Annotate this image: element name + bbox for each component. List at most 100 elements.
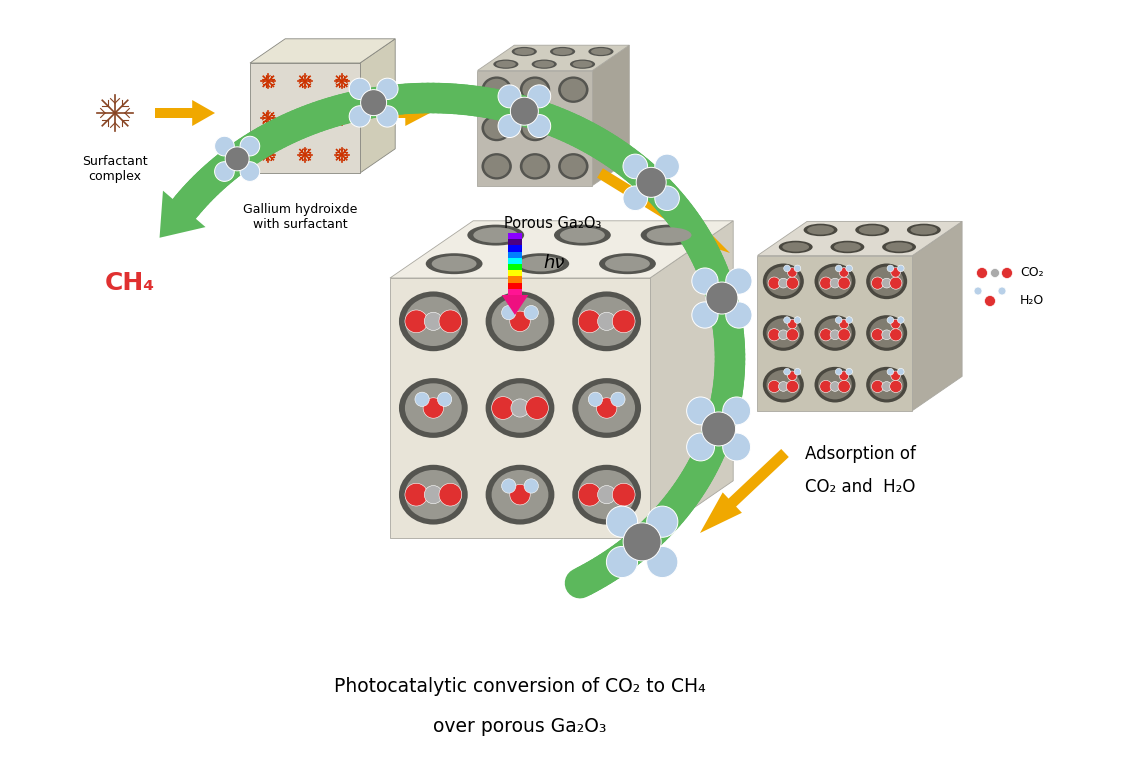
Circle shape — [887, 369, 893, 375]
Ellipse shape — [870, 266, 903, 296]
Polygon shape — [360, 39, 395, 173]
Ellipse shape — [484, 117, 510, 139]
Ellipse shape — [552, 48, 573, 55]
Circle shape — [349, 106, 371, 127]
Ellipse shape — [522, 117, 548, 139]
Circle shape — [784, 316, 790, 323]
Circle shape — [612, 310, 635, 333]
Circle shape — [525, 478, 538, 493]
Circle shape — [491, 396, 514, 419]
Polygon shape — [650, 221, 734, 538]
Ellipse shape — [494, 60, 519, 69]
Ellipse shape — [641, 224, 698, 246]
Circle shape — [654, 154, 680, 179]
Circle shape — [687, 433, 714, 461]
Ellipse shape — [605, 256, 650, 271]
Polygon shape — [478, 71, 592, 186]
Ellipse shape — [486, 291, 554, 351]
Ellipse shape — [819, 318, 852, 348]
Ellipse shape — [400, 465, 467, 525]
Polygon shape — [913, 221, 962, 411]
Polygon shape — [758, 221, 962, 256]
Circle shape — [778, 278, 789, 288]
Ellipse shape — [481, 77, 512, 103]
Circle shape — [225, 147, 249, 170]
Ellipse shape — [886, 243, 913, 252]
Circle shape — [985, 296, 995, 306]
Text: Photocatalytic conversion of CO₂ to CH₄: Photocatalytic conversion of CO₂ to CH₄ — [334, 677, 706, 696]
Circle shape — [786, 329, 799, 341]
Circle shape — [991, 269, 1000, 277]
Ellipse shape — [830, 240, 864, 253]
Ellipse shape — [400, 291, 467, 351]
Ellipse shape — [589, 47, 613, 56]
Ellipse shape — [560, 155, 585, 177]
Ellipse shape — [405, 470, 461, 519]
Ellipse shape — [762, 315, 804, 351]
Ellipse shape — [558, 114, 589, 141]
Circle shape — [794, 316, 801, 323]
Circle shape — [623, 523, 661, 561]
Ellipse shape — [520, 153, 550, 180]
Ellipse shape — [814, 367, 855, 402]
Circle shape — [890, 329, 902, 341]
Ellipse shape — [591, 48, 611, 55]
Ellipse shape — [910, 225, 937, 234]
Polygon shape — [509, 264, 522, 270]
Polygon shape — [700, 449, 789, 533]
Ellipse shape — [491, 470, 549, 519]
Circle shape — [898, 316, 905, 323]
Circle shape — [838, 380, 851, 392]
Circle shape — [768, 329, 781, 341]
Circle shape — [726, 268, 752, 294]
Text: Gallium hydroixde
with surfactant: Gallium hydroixde with surfactant — [243, 203, 357, 231]
Ellipse shape — [512, 253, 569, 274]
Ellipse shape — [762, 263, 804, 300]
Circle shape — [498, 85, 521, 108]
Text: H₂O: H₂O — [1021, 294, 1045, 307]
Polygon shape — [478, 45, 629, 71]
Circle shape — [425, 485, 442, 504]
Polygon shape — [509, 283, 522, 289]
Ellipse shape — [522, 155, 548, 177]
Circle shape — [701, 412, 736, 446]
Circle shape — [510, 311, 530, 332]
Ellipse shape — [560, 227, 605, 243]
Text: CO₂: CO₂ — [1021, 266, 1044, 280]
Circle shape — [606, 506, 637, 538]
Ellipse shape — [405, 383, 461, 432]
Circle shape — [528, 85, 551, 108]
Circle shape — [794, 369, 801, 375]
Ellipse shape — [481, 114, 512, 141]
Polygon shape — [758, 256, 913, 411]
Circle shape — [891, 371, 900, 380]
Circle shape — [654, 186, 680, 210]
Circle shape — [611, 392, 625, 406]
Circle shape — [768, 380, 781, 392]
Polygon shape — [509, 270, 522, 276]
Ellipse shape — [512, 47, 537, 56]
Circle shape — [839, 268, 848, 277]
Ellipse shape — [867, 315, 907, 351]
Circle shape — [377, 106, 398, 127]
Ellipse shape — [819, 370, 852, 399]
Polygon shape — [155, 100, 215, 126]
Polygon shape — [509, 258, 522, 264]
Polygon shape — [250, 63, 360, 173]
Ellipse shape — [855, 223, 890, 237]
Ellipse shape — [522, 79, 548, 101]
Circle shape — [871, 329, 884, 341]
Ellipse shape — [870, 370, 903, 399]
Text: hν: hν — [543, 254, 565, 272]
Ellipse shape — [405, 296, 461, 346]
Circle shape — [240, 162, 259, 181]
Circle shape — [405, 483, 428, 506]
Circle shape — [891, 268, 900, 277]
Circle shape — [871, 277, 884, 290]
Ellipse shape — [778, 240, 813, 253]
Ellipse shape — [554, 224, 611, 246]
Circle shape — [846, 369, 853, 375]
Ellipse shape — [819, 266, 852, 296]
Circle shape — [784, 369, 790, 375]
Polygon shape — [509, 233, 522, 239]
